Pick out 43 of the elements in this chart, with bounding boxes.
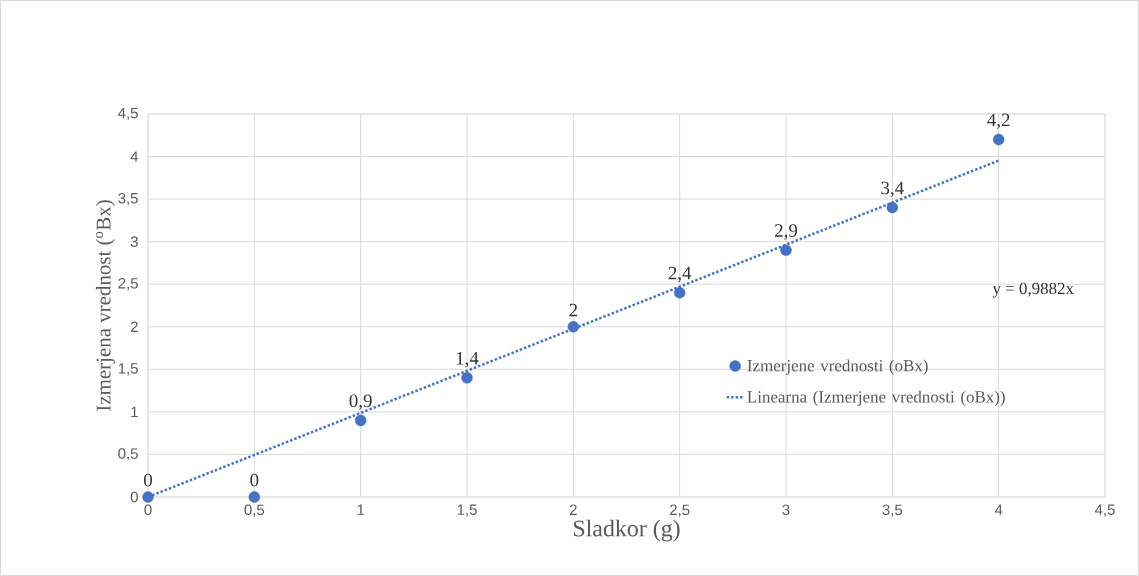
point bbox=[780, 244, 792, 256]
x-tick-label: 3,5 bbox=[882, 504, 903, 517]
data-label: 0 bbox=[144, 473, 153, 487]
point bbox=[248, 491, 261, 503]
y-tick-label: 3 bbox=[130, 236, 138, 247]
legend-label: Linearna (Izmerjene vrednosti (oBx)) bbox=[747, 390, 1005, 407]
point bbox=[992, 133, 1005, 146]
x-tick-label: 0 bbox=[144, 504, 152, 516]
y-tick-label: 1,5 bbox=[118, 363, 138, 376]
data-label: 2 bbox=[569, 303, 578, 317]
data-label: 4,2 bbox=[987, 113, 1010, 129]
x-tick-label: 4 bbox=[994, 504, 1003, 515]
y-tick-label: 4 bbox=[130, 151, 139, 162]
x-tick-label: 3 bbox=[782, 504, 790, 516]
point bbox=[354, 414, 367, 427]
annotation: y = 0,9882x bbox=[992, 282, 1074, 298]
y-tick-label: 3,5 bbox=[118, 192, 138, 206]
point bbox=[461, 372, 473, 384]
x-axis-title: Sladkor (g) bbox=[573, 519, 680, 542]
data-label: 2,9 bbox=[775, 224, 798, 240]
data-label: 0 bbox=[250, 473, 259, 487]
y-axis-title: Izmerjena vrednost ($^{o}$Bx) bbox=[95, 200, 115, 411]
y-tick-label: 0,5 bbox=[118, 448, 138, 461]
y-tick-label: 0 bbox=[130, 491, 138, 503]
data-label: 1,4 bbox=[456, 351, 479, 368]
x-tick-label: 1 bbox=[357, 504, 365, 515]
data-label: 2,4 bbox=[668, 266, 692, 283]
y-tick-label: 2,5 bbox=[118, 278, 138, 291]
x-tick-label: 4,5 bbox=[1094, 504, 1115, 517]
x-tick-label: 2 bbox=[569, 504, 577, 515]
point bbox=[673, 287, 686, 299]
legend-label: Izmerjene vrednosti (oBx) bbox=[747, 359, 928, 375]
x-tick-label: 2,5 bbox=[670, 504, 690, 517]
y-tick-label: 4,5 bbox=[118, 107, 138, 121]
y-tick-label: 2 bbox=[130, 321, 138, 332]
x-tick-label: 1,5 bbox=[457, 504, 477, 517]
point bbox=[142, 491, 154, 503]
point bbox=[567, 321, 580, 333]
y-tick-label: 1 bbox=[131, 406, 138, 418]
point bbox=[886, 201, 899, 214]
x-tick-label: 0,5 bbox=[244, 504, 265, 517]
data-label: 3,4 bbox=[881, 181, 904, 198]
data-label: 0,9 bbox=[349, 394, 372, 410]
